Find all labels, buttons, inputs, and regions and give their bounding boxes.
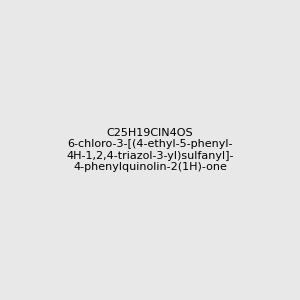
Text: C25H19ClN4OS
6-chloro-3-[(4-ethyl-5-phenyl-
4H-1,2,4-triazol-3-yl)sulfanyl]-
4-p: C25H19ClN4OS 6-chloro-3-[(4-ethyl-5-phen… [66, 128, 234, 172]
